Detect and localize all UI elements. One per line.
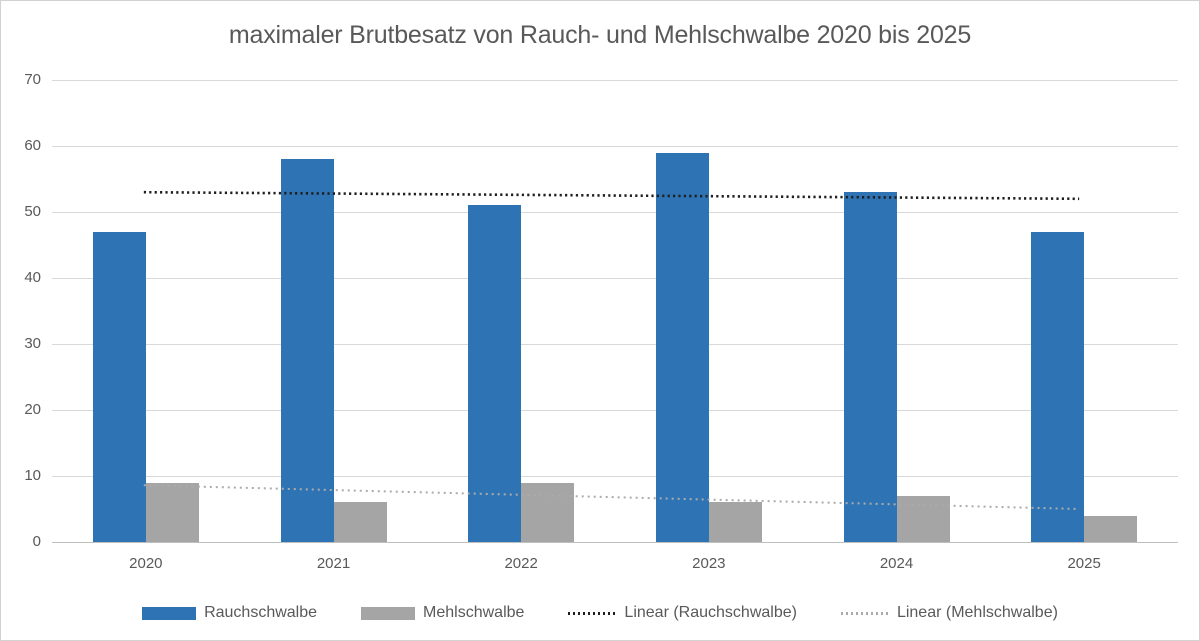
trendlines-overlay xyxy=(143,190,1080,510)
trendline-mehlschwalbe xyxy=(143,484,1080,510)
gridline-40 xyxy=(52,277,1178,279)
y-tick-label-0: 0 xyxy=(32,533,41,550)
bar-mehlschwalbe-2020 xyxy=(145,482,199,542)
bar-mehlschwalbe-2024 xyxy=(896,495,950,542)
x-tick-label-2022: 2022 xyxy=(504,555,538,572)
bar-rauchschwalbe-2022 xyxy=(468,205,522,542)
gridline-50 xyxy=(52,211,1178,213)
legend-item-rauchschwalbe: Rauchschwalbe xyxy=(142,604,317,622)
legend-swatch-rauchschwalbe xyxy=(142,606,197,620)
bar-rauchschwalbe-2024 xyxy=(843,192,897,542)
legend-swatch-linear-mehlschwalbe xyxy=(840,611,889,615)
gridline-10 xyxy=(52,475,1178,477)
trendline-rauchschwalbe xyxy=(143,190,1080,201)
legend-item-linear-mehlschwalbe: Linear (Mehlschwalbe) xyxy=(840,604,1058,622)
bar-rauchschwalbe-2023 xyxy=(655,152,709,542)
legend-label-linear-mehlschwalbe: Linear (Mehlschwalbe) xyxy=(896,604,1058,621)
gridline-30 xyxy=(52,343,1178,345)
chart-title: maximaler Brutbesatz von Rauch- und Mehl… xyxy=(228,21,972,49)
y-tick-label-70: 70 xyxy=(24,71,41,88)
plot-area xyxy=(52,79,1178,543)
x-tick-label-2021: 2021 xyxy=(316,555,351,572)
bar-mehlschwalbe-2025 xyxy=(1084,515,1138,542)
y-axis-labels: 0 10 20 30 40 50 60 70 xyxy=(1,71,45,550)
bar-mehlschwalbe-2022 xyxy=(521,482,575,542)
y-tick-label-20: 20 xyxy=(24,401,41,418)
bar-mehlschwalbe-2023 xyxy=(708,502,762,542)
x-tick-label-2023: 2023 xyxy=(692,555,726,572)
x-tick-label-2020: 2020 xyxy=(129,555,163,572)
y-tick-label-40: 40 xyxy=(24,269,41,286)
bar-rauchschwalbe-2021 xyxy=(280,159,334,542)
legend-item-mehlschwalbe: Mehlschwalbe xyxy=(361,604,524,622)
x-tick-label-2024: 2024 xyxy=(879,555,914,572)
gridline-60 xyxy=(52,145,1178,147)
gridline-0 xyxy=(52,541,1178,543)
bar-mehlschwalbe-2021 xyxy=(333,502,387,542)
legend-label-mehlschwalbe: Mehlschwalbe xyxy=(423,604,525,621)
y-tick-label-50: 50 xyxy=(24,203,41,220)
gridline-70 xyxy=(52,79,1178,81)
legend-swatch-linear-rauchschwalbe xyxy=(568,611,617,615)
legend: Rauchschwalbe Mehlschwalbe Linear (Rauch… xyxy=(1,598,1199,628)
legend-item-linear-rauchschwalbe: Linear (Rauchschwalbe) xyxy=(568,604,797,622)
x-tick-label-2025: 2025 xyxy=(1067,555,1101,572)
y-tick-label-60: 60 xyxy=(24,137,41,154)
x-axis-labels: 2020 2021 2022 2023 2024 2025 xyxy=(52,555,1178,577)
bar-rauchschwalbe-2025 xyxy=(1031,231,1085,542)
legend-label-rauchschwalbe: Rauchschwalbe xyxy=(204,604,318,621)
legend-swatch-mehlschwalbe xyxy=(361,606,416,620)
bar-rauchschwalbe-2020 xyxy=(92,231,146,542)
y-tick-label-30: 30 xyxy=(24,335,41,352)
y-tick-label-10: 10 xyxy=(24,467,41,484)
legend-label-linear-rauchschwalbe: Linear (Rauchschwalbe) xyxy=(624,604,797,621)
gridline-20 xyxy=(52,409,1178,411)
